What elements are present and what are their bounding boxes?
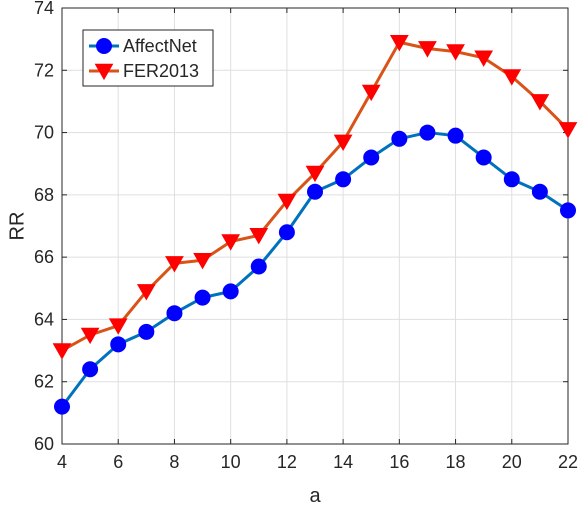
legend-label-fer2013: FER2013 <box>123 61 199 81</box>
data-point-fer2013 <box>305 165 325 183</box>
x-tick-label: 14 <box>333 452 353 472</box>
data-point-affectnet <box>138 323 155 340</box>
data-point-affectnet <box>222 283 239 300</box>
data-point-fer2013 <box>502 69 522 86</box>
data-point-affectnet <box>531 183 548 200</box>
data-point-affectnet <box>391 130 408 147</box>
y-tick-label: 64 <box>34 309 54 329</box>
legend-marker-affectnet <box>96 38 112 54</box>
series-affectnet <box>54 124 576 415</box>
legend-label-affectnet: AffectNet <box>123 36 197 56</box>
data-point-fer2013 <box>249 228 269 245</box>
data-point-affectnet <box>503 171 520 188</box>
data-point-affectnet <box>110 336 127 353</box>
x-tick-label: 8 <box>169 452 179 472</box>
data-point-affectnet <box>194 289 211 306</box>
series-group <box>52 34 578 415</box>
data-point-fer2013 <box>136 284 156 301</box>
x-tick-label: 6 <box>113 452 123 472</box>
x-tick-label: 4 <box>57 452 67 472</box>
legend-marker-fer2013 <box>94 63 114 81</box>
y-tick-label: 72 <box>34 60 54 80</box>
x-axis-label: a <box>309 485 321 507</box>
legend: AffectNet FER2013 <box>82 29 214 87</box>
data-point-fer2013 <box>221 234 241 251</box>
data-point-affectnet <box>560 202 576 219</box>
y-axis-label: RR <box>6 212 28 241</box>
data-point-affectnet <box>307 183 323 200</box>
axes <box>61 7 569 445</box>
x-tick-label: 10 <box>221 452 241 472</box>
data-point-fer2013 <box>108 318 128 335</box>
data-point-fer2013 <box>389 34 409 52</box>
data-point-affectnet <box>475 149 492 166</box>
y-tick-label: 68 <box>34 185 54 205</box>
data-point-fer2013 <box>446 44 465 61</box>
data-point-fer2013 <box>333 134 353 151</box>
data-point-affectnet <box>54 398 70 415</box>
y-tick-label: 74 <box>34 0 54 18</box>
data-point-fer2013 <box>361 84 381 102</box>
data-point-fer2013 <box>165 256 184 273</box>
y-tick-label: 60 <box>34 434 54 454</box>
data-point-fer2013 <box>193 252 212 270</box>
y-tick-label: 70 <box>34 123 54 143</box>
data-point-affectnet <box>335 171 352 188</box>
x-tick-label: 20 <box>502 452 522 472</box>
data-point-fer2013 <box>277 193 297 211</box>
data-point-fer2013 <box>474 50 494 67</box>
x-tick-label: 16 <box>389 452 409 472</box>
data-point-fer2013 <box>558 122 578 139</box>
y-tick-label: 66 <box>34 247 54 267</box>
x-tick-label: 22 <box>558 452 578 472</box>
x-tick-label: 18 <box>446 452 466 472</box>
data-point-fer2013 <box>52 343 72 360</box>
data-point-fer2013 <box>530 94 550 111</box>
y-tick-label: 62 <box>34 372 54 392</box>
data-point-affectnet <box>278 224 295 241</box>
plot-area-box <box>61 7 569 445</box>
data-point-affectnet <box>250 258 267 275</box>
data-point-fer2013 <box>80 327 100 345</box>
data-point-fer2013 <box>418 41 437 58</box>
series-fer2013 <box>52 34 578 360</box>
data-point-affectnet <box>82 361 99 378</box>
data-point-affectnet <box>419 124 436 141</box>
data-point-affectnet <box>166 305 183 322</box>
data-point-affectnet <box>447 127 464 144</box>
data-point-affectnet <box>363 149 380 166</box>
x-tick-label: 12 <box>277 452 297 472</box>
